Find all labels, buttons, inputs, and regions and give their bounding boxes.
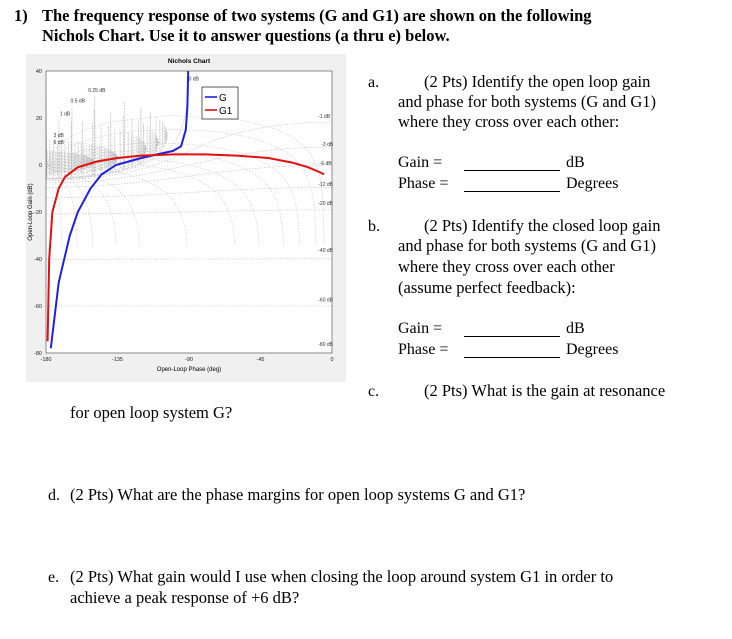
contour-label: 0.5 dB <box>71 99 86 105</box>
chart-title: Nichols Chart <box>168 58 211 65</box>
part-e-line2: achieve a peak response of +6 dB? <box>70 588 300 607</box>
part-a-gain-blank[interactable] <box>464 152 560 171</box>
n-contour <box>46 150 284 245</box>
n-contour <box>46 164 117 246</box>
y-axis-label: Open-Loop Gain (dB) <box>28 183 34 240</box>
part-b-phase-label: Phase = <box>398 341 449 358</box>
contour-label: -6 dB <box>320 161 333 167</box>
contour-label: 0 dB <box>189 76 200 82</box>
part-c-letter: c. <box>368 383 380 400</box>
part-e-line1: (2 Pts) What gain would I use when closi… <box>70 567 614 586</box>
x-tick-label: -180 <box>40 357 51 363</box>
m-contour <box>46 187 332 199</box>
part-c-line2: for open loop system G? <box>70 403 233 422</box>
contour-label: 0.25 dB <box>88 88 106 94</box>
part-a-letter: a. <box>368 74 380 91</box>
series-line-g1 <box>46 153 325 342</box>
m-contour <box>46 119 147 179</box>
n-contour <box>46 157 260 245</box>
part-a-line3: where they cross over each other: <box>398 112 620 131</box>
contour-label: -20 dB <box>318 201 333 207</box>
part-a-phase-unit: Degrees <box>566 175 619 192</box>
part-a-line1: (2 Pts) Identify the open loop gain <box>424 72 651 91</box>
y-tick-label: -40 <box>34 257 42 263</box>
part-a-phase-label: Phase = <box>398 175 449 192</box>
part-b-line1: (2 Pts) Identify the closed loop gain <box>424 216 661 235</box>
contour-label: -40 dB <box>318 248 333 254</box>
contour-labels: 0 dB 0.25 dB0.5 dB 1 dB 3 dB6 dB -1 dB -3 dB -… <box>54 76 334 348</box>
n-contour <box>46 142 300 245</box>
part-b-line4: (assume perfect feedback): <box>398 278 576 297</box>
part-d-letter: d. <box>48 487 60 504</box>
y-tick-label: 20 <box>36 116 42 122</box>
legend-box <box>201 86 239 120</box>
part-b-phase-unit: Degrees <box>566 341 619 358</box>
contour-label: 1 dB <box>60 112 71 118</box>
part-a-gain-unit: dB <box>566 154 585 171</box>
n-contour <box>46 128 317 245</box>
contour-label: 6 dB <box>54 140 65 146</box>
n-contour <box>46 164 62 246</box>
part-d-text: (2 Pts) What are the phase margins for o… <box>70 485 526 504</box>
nichols-chart-figure: Nichols Chart 0 dB 0.25 dB 0.5 dB 1 dB 3 dB 6… <box>26 54 346 382</box>
question-header: 1) The frequency response of two systems… <box>14 6 714 46</box>
y-tick-label: -60 <box>34 304 42 310</box>
y-tick-label: -80 <box>34 351 42 357</box>
series-line-g <box>49 71 190 349</box>
series-layer <box>46 71 325 349</box>
part-a-phase-blank[interactable] <box>464 173 560 192</box>
n-contour <box>46 161 236 245</box>
legend-label-g1: G1 <box>219 106 233 117</box>
m-contour <box>46 92 168 180</box>
y-tick-label: -20 <box>34 210 42 216</box>
part-e-letter: e. <box>48 569 60 586</box>
n-contour <box>46 164 94 246</box>
y-tick-label: 0 <box>39 163 42 169</box>
question-number: 1) <box>14 6 28 25</box>
contour-label: -1 dB <box>318 114 331 120</box>
m-contour <box>46 164 332 188</box>
n-contour <box>46 114 325 245</box>
y-tick-label: 40 <box>36 69 42 75</box>
part-b-gain-blank[interactable] <box>464 318 560 337</box>
part-b-phase-blank[interactable] <box>464 339 560 358</box>
contour-label: -80 dB <box>318 342 333 348</box>
x-axis-label: Open-Loop Phase (deg) <box>157 367 221 373</box>
part-b-letter: b. <box>368 218 380 235</box>
contour-label: -60 dB <box>318 297 333 303</box>
legend-label-g: G <box>219 93 227 104</box>
x-tick-label: -45 <box>257 357 265 363</box>
n-contour <box>46 164 188 245</box>
nichols-chart: Nichols Chart 0 dB 0.25 dB0.5 dB 1 dB 3 dB6… <box>28 58 334 373</box>
axis-ticks: -180 -135 -90 -45 0 40 20 0 -20 -40 -60 -80 <box>34 69 333 363</box>
x-tick-label: -90 <box>185 357 193 363</box>
part-b-gain-unit: dB <box>566 320 585 337</box>
question-title-line1: The frequency response of two systems (G… <box>42 6 592 25</box>
x-tick-label: -135 <box>112 357 123 363</box>
part-b-gain-label: Gain = <box>398 320 443 337</box>
part-b-line3: where they cross over each other <box>398 257 615 276</box>
part-a-gain-label: Gain = <box>398 154 443 171</box>
nichols-grid <box>46 82 332 353</box>
legend: G G1 <box>201 86 239 120</box>
axis-frame <box>45 70 333 354</box>
question-title-line2: Nichols Chart. Use it to answer question… <box>42 26 450 45</box>
contour-label: 3 dB <box>54 133 65 139</box>
part-a-line2: and phase for both systems (G and G1) <box>398 92 656 111</box>
part-c-line1: (2 Pts) What is the gain at resonance <box>424 381 666 400</box>
n-contour <box>46 164 141 246</box>
contour-label: -3 dB <box>321 142 334 148</box>
x-tick-label: 0 <box>330 357 333 363</box>
contour-label: -12 dB <box>318 182 333 188</box>
part-b-line2: and phase for both systems (G and G1) <box>398 236 656 255</box>
